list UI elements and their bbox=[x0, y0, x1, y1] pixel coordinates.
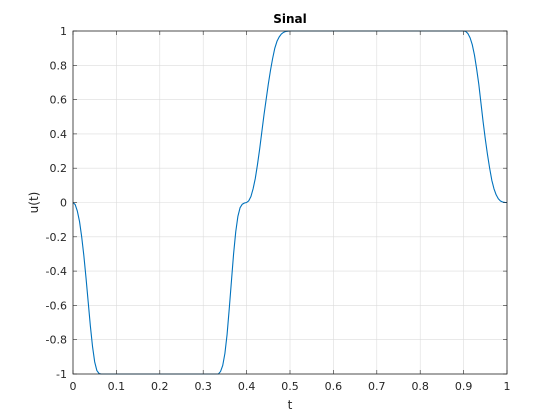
x-tick-label: 0.1 bbox=[108, 380, 126, 393]
y-tick-label: 0.6 bbox=[50, 94, 68, 107]
y-tick-label: -0.6 bbox=[46, 299, 67, 312]
x-tick-label: 1 bbox=[504, 380, 511, 393]
y-tick-label: -0.8 bbox=[46, 334, 67, 347]
y-axis-label: u(t) bbox=[27, 192, 41, 214]
x-axis-label: t bbox=[288, 398, 293, 412]
y-tick-label: 0.4 bbox=[50, 128, 68, 141]
y-tick-label: -0.2 bbox=[46, 231, 67, 244]
y-tick-label: -1 bbox=[56, 368, 67, 381]
x-tick-label: 0.6 bbox=[325, 380, 343, 393]
x-axis: 0 0.1 0.2 0.3 0.4 0.5 0.6 0.7 0.8 0.9 1 bbox=[70, 31, 511, 393]
x-tick-label: 0.5 bbox=[281, 380, 299, 393]
y-tick-label: 0.8 bbox=[50, 59, 68, 72]
x-tick-label: 0.7 bbox=[368, 380, 386, 393]
y-tick-label: -0.4 bbox=[46, 265, 67, 278]
x-tick-label: 0.4 bbox=[238, 380, 256, 393]
y-tick-label: 1 bbox=[60, 25, 67, 38]
x-tick-label: 0.3 bbox=[194, 380, 212, 393]
chart-title: Sinal bbox=[273, 12, 307, 26]
x-tick-label: 0 bbox=[70, 380, 77, 393]
y-tick-label: 0 bbox=[60, 197, 67, 210]
x-tick-label: 0.9 bbox=[455, 380, 473, 393]
y-tick-label: 0.2 bbox=[50, 162, 68, 175]
x-tick-label: 0.8 bbox=[411, 380, 429, 393]
x-tick-label: 0.2 bbox=[151, 380, 169, 393]
y-axis: -1 -0.8 -0.6 -0.4 -0.2 0 0.2 0.4 0.6 0.8 1 bbox=[46, 25, 507, 381]
